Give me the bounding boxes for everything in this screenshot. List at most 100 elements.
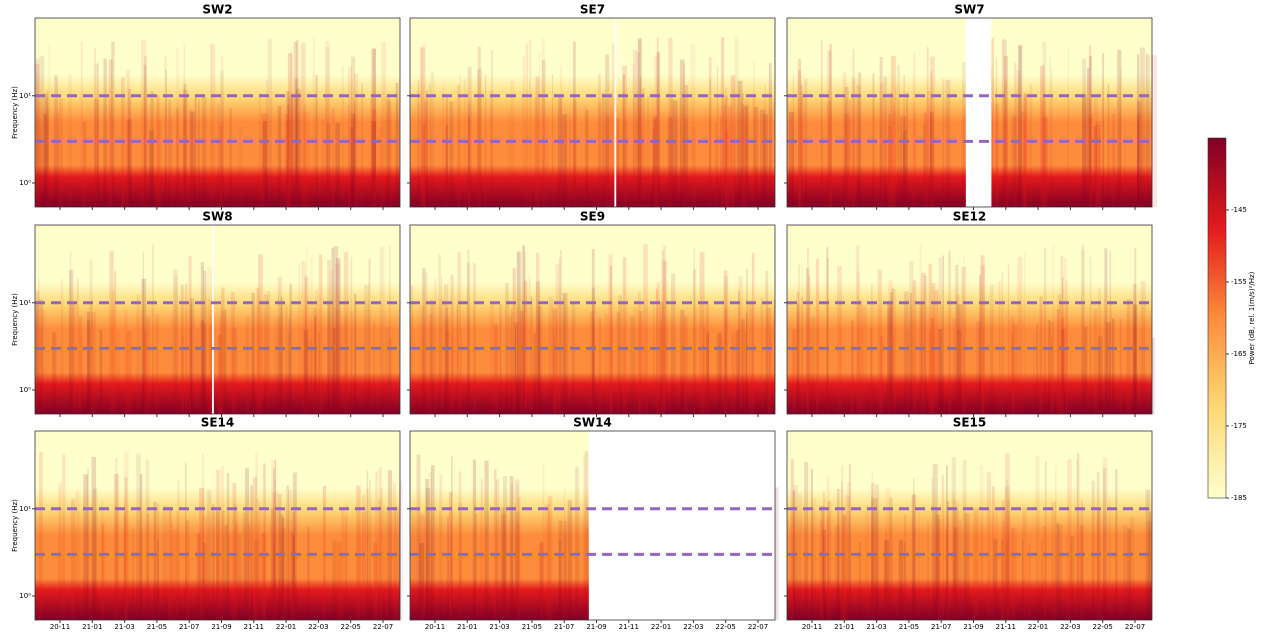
- streak: [335, 123, 340, 207]
- streak: [792, 329, 796, 414]
- streak: [981, 266, 985, 414]
- streak: [1021, 111, 1025, 207]
- streak: [52, 332, 56, 414]
- streak: [164, 56, 166, 207]
- streak: [224, 525, 228, 620]
- streak: [319, 254, 322, 414]
- colorbar-tick-label: -165: [1231, 350, 1247, 358]
- streak: [207, 490, 211, 620]
- streak: [1002, 272, 1004, 414]
- streak: [572, 304, 575, 414]
- streak: [81, 42, 83, 207]
- streak: [1033, 330, 1035, 414]
- streak: [195, 328, 199, 414]
- streak: [152, 244, 154, 414]
- streak: [58, 483, 62, 620]
- x-tick-label: 21-05: [147, 623, 167, 631]
- streak: [315, 289, 319, 414]
- streak: [849, 100, 851, 207]
- streak: [1109, 498, 1111, 620]
- x-tick-label: 22-05: [341, 623, 361, 631]
- streak: [1081, 250, 1084, 414]
- streak: [113, 290, 114, 414]
- streak: [746, 314, 747, 414]
- y-tick-label: 10⁰: [19, 592, 31, 600]
- streak: [927, 523, 928, 620]
- streak: [243, 513, 245, 620]
- streak: [684, 316, 687, 414]
- streak: [1040, 296, 1043, 414]
- streak: [327, 260, 331, 414]
- x-tick-label: 21-05: [899, 623, 919, 631]
- panel-title: SW8: [202, 210, 232, 224]
- streak: [210, 301, 211, 414]
- streak: [490, 302, 494, 414]
- panel-title: SE12: [953, 210, 987, 224]
- streak: [395, 507, 400, 620]
- streak: [218, 335, 222, 414]
- streak: [888, 93, 892, 207]
- streak: [653, 303, 655, 414]
- streak: [936, 514, 940, 620]
- streak: [171, 524, 173, 620]
- streak: [1062, 329, 1066, 414]
- streak: [439, 475, 442, 620]
- streak: [212, 504, 215, 620]
- streak: [263, 464, 266, 620]
- streak: [939, 257, 943, 414]
- streak: [1041, 538, 1042, 620]
- streak: [1103, 468, 1106, 620]
- streak: [144, 332, 147, 414]
- streak: [275, 316, 277, 414]
- streak: [399, 481, 403, 620]
- streak: [103, 59, 106, 207]
- streak: [670, 98, 673, 207]
- streak: [623, 257, 627, 414]
- streak: [942, 255, 943, 414]
- x-tick-label: 21-01: [82, 623, 102, 631]
- panel-title: SE15: [953, 416, 987, 430]
- streak: [208, 299, 209, 414]
- streak: [117, 330, 121, 414]
- streak: [602, 93, 605, 207]
- streak: [980, 465, 984, 620]
- streak: [202, 454, 204, 620]
- streak: [278, 494, 282, 620]
- streak: [248, 523, 250, 620]
- streak: [963, 255, 964, 414]
- streak: [1104, 248, 1107, 414]
- streak: [124, 310, 127, 414]
- streak: [539, 53, 540, 207]
- streak: [509, 316, 512, 414]
- streak: [728, 107, 732, 207]
- x-tick-label: 22-03: [683, 623, 703, 631]
- streak: [924, 275, 927, 414]
- streak: [1056, 536, 1058, 620]
- streak: [359, 539, 361, 620]
- streak: [694, 248, 695, 414]
- streak: [304, 111, 309, 207]
- streak: [434, 278, 436, 414]
- x-tick-label: 21-07: [554, 623, 574, 631]
- streak: [220, 71, 224, 207]
- streak: [288, 318, 290, 414]
- streak: [592, 249, 595, 414]
- streak: [987, 472, 991, 620]
- streak: [253, 477, 257, 620]
- streak: [245, 468, 249, 620]
- streak: [1112, 114, 1115, 207]
- streak: [1126, 313, 1127, 414]
- streak: [371, 49, 372, 207]
- x-tick-label: 20-11: [802, 623, 822, 631]
- streak: [804, 79, 807, 207]
- streak: [511, 310, 513, 414]
- streak: [267, 291, 270, 414]
- streak: [59, 98, 63, 207]
- streak: [267, 39, 272, 207]
- streak: [132, 530, 133, 620]
- streak: [930, 57, 934, 207]
- streak: [141, 40, 146, 207]
- x-tick-label: 21-05: [522, 623, 542, 631]
- streak: [217, 103, 219, 207]
- streak: [417, 80, 419, 207]
